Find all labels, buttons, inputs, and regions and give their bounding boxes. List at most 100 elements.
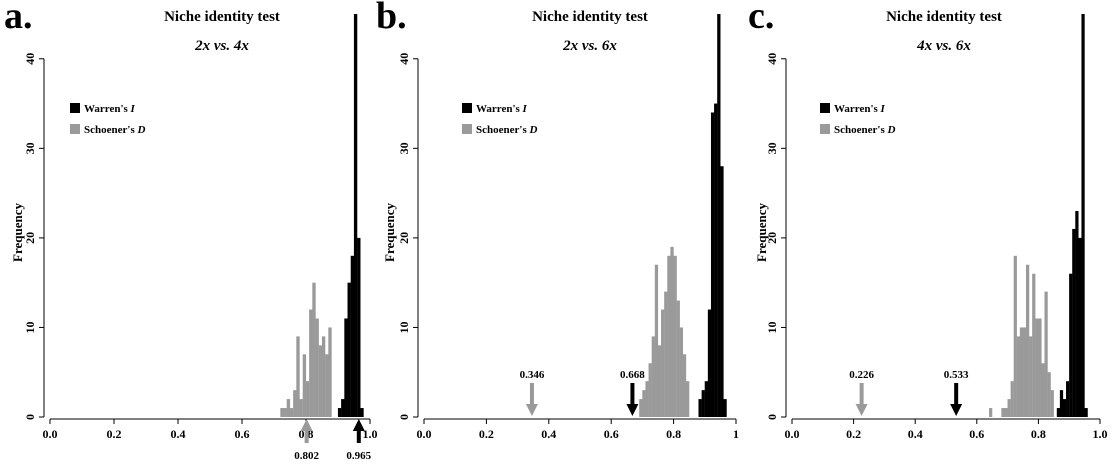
histogram-bar [642, 390, 646, 417]
annotation-label: 0.802 [294, 450, 319, 462]
histogram-bar [296, 336, 300, 417]
histogram-bar [1026, 264, 1030, 417]
legend-swatch [820, 124, 830, 134]
y-tick-label: 20 [23, 232, 37, 244]
histogram-bar [1047, 372, 1051, 417]
histogram-bar [350, 255, 355, 417]
histogram-bar [360, 408, 364, 417]
x-tick-label: 0.8 [1031, 427, 1046, 441]
subtitle-right: 6x [601, 38, 617, 54]
y-tick-label: 10 [765, 321, 779, 333]
subtitle-vs: vs. [213, 38, 231, 54]
histogram-bar [720, 166, 724, 417]
histogram-bar [328, 327, 332, 417]
histogram-bar [1056, 408, 1061, 417]
legend-label-symbol: I [880, 103, 886, 115]
x-tick-label: 0.2 [846, 427, 861, 441]
x-tick-label: 0.0 [785, 427, 800, 441]
y-tick-label: 10 [23, 321, 37, 333]
subtitle-left: 4x [917, 38, 933, 54]
x-tick-label: 1 [733, 427, 739, 441]
histogram-bar [280, 408, 284, 417]
y-tick-label: 40 [397, 53, 411, 65]
y-tick-label: 20 [765, 232, 779, 244]
histogram-bar [679, 327, 684, 417]
annotation-label: 0.965 [346, 450, 371, 462]
y-tick-label: 0 [765, 414, 779, 420]
arrow-head [855, 404, 868, 416]
histogram-bar [657, 345, 662, 417]
histogram-bar [989, 408, 993, 417]
histogram-bar [698, 399, 702, 417]
annotation-label: 0.346 [520, 369, 545, 381]
subtitle-vs: vs. [581, 38, 599, 54]
legend-label-text: Warren's [84, 103, 131, 115]
arrow-head [300, 419, 313, 431]
histogram-bar [686, 381, 690, 417]
histogram-bar [654, 264, 659, 417]
histogram-bar [305, 381, 310, 417]
arrow-head [626, 404, 639, 416]
histogram-bar [1062, 399, 1067, 417]
x-tick-label: 0.0 [417, 427, 432, 441]
y-tick-label: 30 [23, 142, 37, 154]
y-tick-label: 30 [765, 142, 779, 154]
legend-label-text: Schoener's [84, 124, 137, 136]
histogram-bar [341, 399, 345, 417]
histogram-bar [664, 291, 668, 417]
histogram-bar [710, 112, 715, 417]
x-tick-label: 0.4 [541, 427, 556, 441]
histogram-bar [1078, 237, 1082, 417]
histogram-bar [1007, 399, 1011, 417]
histogram-bar [667, 255, 671, 417]
histogram-bar [1038, 318, 1042, 417]
y-tick-label: 40 [765, 53, 779, 65]
histogram-bar [315, 318, 319, 417]
legend-label-symbol: I [130, 103, 136, 115]
x-tick-label: 0.8 [666, 427, 681, 441]
histogram-bar [283, 408, 287, 417]
histogram-bar [289, 408, 294, 417]
histogram-bar [1072, 228, 1076, 417]
panel-letter: c. [748, 0, 775, 37]
subtitle-right: 6x [955, 38, 971, 54]
legend-label-text: Warren's [834, 103, 881, 115]
x-tick-label: 0.4 [171, 427, 186, 441]
panel-subtitle: 4x vs. 6x [854, 38, 1034, 55]
panel-subtitle: 2x vs. 4x [132, 38, 312, 55]
legend-label: Schoener's D [84, 124, 145, 136]
x-tick-label: 0.0 [43, 427, 58, 441]
histogram-bar [344, 318, 348, 417]
annotation-label: 0.533 [944, 369, 969, 381]
histogram-bar [1016, 336, 1020, 417]
panel-subtitle: 2x vs. 6x [500, 38, 680, 55]
panel-title: Niche identity test [164, 9, 280, 25]
histogram-bar [707, 309, 712, 417]
y-tick-label: 0 [397, 414, 411, 420]
histogram-bar [1044, 291, 1048, 417]
legend-label: Schoener's D [476, 124, 537, 136]
histogram-bar [357, 237, 361, 417]
y-tick-label: 30 [397, 142, 411, 154]
legend-swatch [820, 103, 830, 113]
histogram-bar [1075, 211, 1079, 417]
y-tick-label: 0 [23, 414, 37, 420]
histogram-bar [648, 363, 652, 417]
legend-swatch [462, 103, 472, 113]
histogram-bar [714, 103, 718, 418]
histogram-bar [1035, 318, 1039, 417]
histogram-bar [651, 336, 655, 417]
histogram-bar [1059, 390, 1064, 417]
histogram-bar [723, 399, 727, 417]
annotation-label: 0.668 [620, 369, 645, 381]
x-tick-label: 0.6 [604, 427, 619, 441]
legend-label-symbol: D [136, 124, 145, 136]
y-tick-label: 10 [397, 321, 411, 333]
x-tick-label: 1.0 [363, 427, 378, 441]
subtitle-left: 2x [563, 38, 579, 54]
histogram-bar [1069, 273, 1073, 417]
x-tick-label: 0.2 [479, 427, 494, 441]
histogram-bar [353, 14, 358, 417]
histogram-bar [337, 408, 342, 417]
